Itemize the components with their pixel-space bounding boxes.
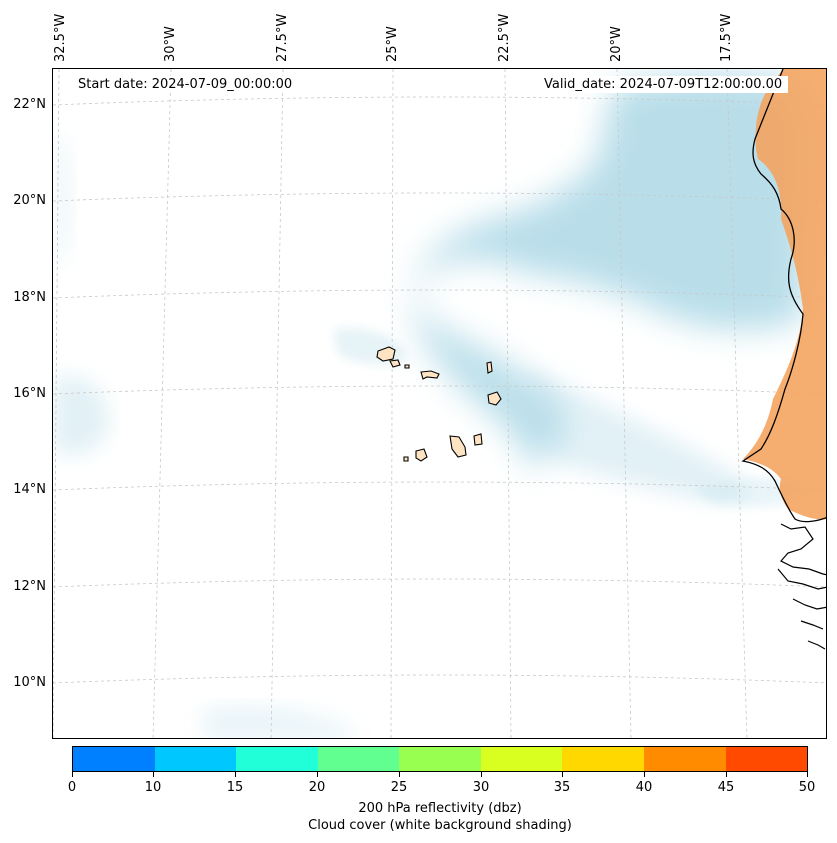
lon-label-17-5w: 17.5°W (719, 13, 734, 62)
colorbar-label-25: 25 (390, 780, 408, 795)
colorbar-tick-40 (644, 772, 645, 777)
gridline-lat-14n (53, 481, 826, 491)
colorbar-tick-30 (481, 772, 482, 777)
cloud-patch-west (53, 376, 109, 455)
gridline-lon-20w (616, 69, 632, 738)
colorbar-segment-10-15 (154, 747, 237, 771)
colorbar-segment-30-35 (480, 747, 563, 771)
colorbar-segment-40-45 (643, 747, 726, 771)
colorbar-tick-10 (153, 772, 154, 777)
island-santiago (449, 435, 467, 458)
colorbar-tick-25 (399, 772, 400, 777)
colorbar-subtitle: Cloud cover (white background shading) (308, 818, 572, 833)
gridline-lat-22n (53, 96, 826, 106)
colorbar-segment-15-20 (236, 747, 318, 771)
senegal-gambia-coast (777, 523, 826, 650)
colorbar-segment-45-50 (725, 747, 808, 771)
lon-label-32-5w: 32.5°W (53, 13, 68, 62)
lon-label-22-5w: 22.5°W (497, 13, 512, 62)
colorbar-label-20: 20 (308, 780, 326, 795)
cape-verde-islands (376, 346, 502, 462)
gridlines (53, 69, 826, 738)
cloud-patch-northwest (53, 129, 73, 269)
cloud-patch-bottom (203, 705, 353, 738)
cloud-band-northeast (413, 73, 813, 469)
lon-label-25w: 25°W (385, 26, 400, 62)
lon-label-27-5w: 27.5°W (275, 13, 290, 62)
colorbar-label-50: 50 (798, 780, 816, 795)
island-sao-vicente (389, 359, 401, 368)
lat-label-20n: 20°N (13, 193, 46, 208)
valid-date-label: Valid_date: 2024-07-09T12:00:00.00 (538, 76, 789, 93)
gridline-lon-32-5w (53, 69, 60, 738)
gridline-lat-10n (53, 674, 826, 684)
colorbar-tick-50 (807, 772, 808, 777)
colorbar-tick-35 (562, 772, 563, 777)
colorbar-segment-20-25 (317, 747, 400, 771)
gridline-lat-18n (53, 289, 826, 299)
cloud-cover-shading (53, 73, 813, 738)
lat-label-10n: 10°N (13, 675, 46, 690)
gridline-lat-16n (53, 385, 826, 395)
colorbar-label-40: 40 (635, 780, 653, 795)
lon-label-20w: 20°W (609, 26, 624, 62)
island-maio (473, 433, 483, 446)
colorbar-title: 200 hPa reflectivity (dbz) (358, 801, 522, 816)
colorbar-segment-25-30 (399, 747, 481, 771)
lat-label-14n: 14°N (13, 482, 46, 497)
colorbar-tick-20 (317, 772, 318, 777)
colorbar-label-0: 0 (67, 780, 77, 795)
africa-land-shading (743, 69, 826, 520)
gridline-lat-20n (53, 192, 826, 202)
island-brava (403, 456, 409, 462)
lat-label-18n: 18°N (13, 290, 46, 305)
island-sal (486, 361, 493, 374)
colorbar-segment-0-10 (73, 747, 155, 771)
island-fogo (415, 448, 428, 462)
cloud-patch-central (333, 328, 408, 365)
colorbar-tick-45 (726, 772, 727, 777)
colorbar-tick-15 (235, 772, 236, 777)
lat-label-12n: 12°N (13, 579, 46, 594)
colorbar-label-30: 30 (472, 780, 490, 795)
gridline-lat-12n (53, 578, 826, 588)
island-sao-nicolau (420, 370, 440, 380)
africa-land (741, 69, 826, 650)
gridline-lon-17-5w (726, 69, 748, 738)
colorbar-label-15: 15 (226, 780, 244, 795)
map-panel (52, 68, 827, 739)
start-date-label: Start date: 2024-07-09_00:00:00 (72, 76, 299, 93)
island-santo-antao (376, 346, 396, 362)
lat-label-22n: 22°N (13, 97, 46, 112)
reflectivity-colorbar (72, 746, 808, 772)
colorbar-label-35: 35 (553, 780, 571, 795)
lon-label-30w: 30°W (163, 26, 178, 62)
map-canvas (53, 69, 826, 738)
lat-label-16n: 16°N (13, 386, 46, 401)
gridline-lon-30w (152, 69, 172, 738)
cloud-band-south (523, 369, 753, 501)
colorbar-label-45: 45 (717, 780, 735, 795)
colorbar-segment-35-40 (562, 747, 644, 771)
island-boa-vista (487, 391, 502, 406)
colorbar-label-10: 10 (144, 780, 162, 795)
africa-coastline (741, 69, 826, 523)
gridline-lon-25w (390, 69, 394, 738)
gridline-lon-22-5w (504, 69, 512, 738)
island-santa-luzia (404, 364, 410, 369)
gridline-lon-27-5w (270, 69, 284, 738)
colorbar-tick-0 (72, 772, 73, 777)
